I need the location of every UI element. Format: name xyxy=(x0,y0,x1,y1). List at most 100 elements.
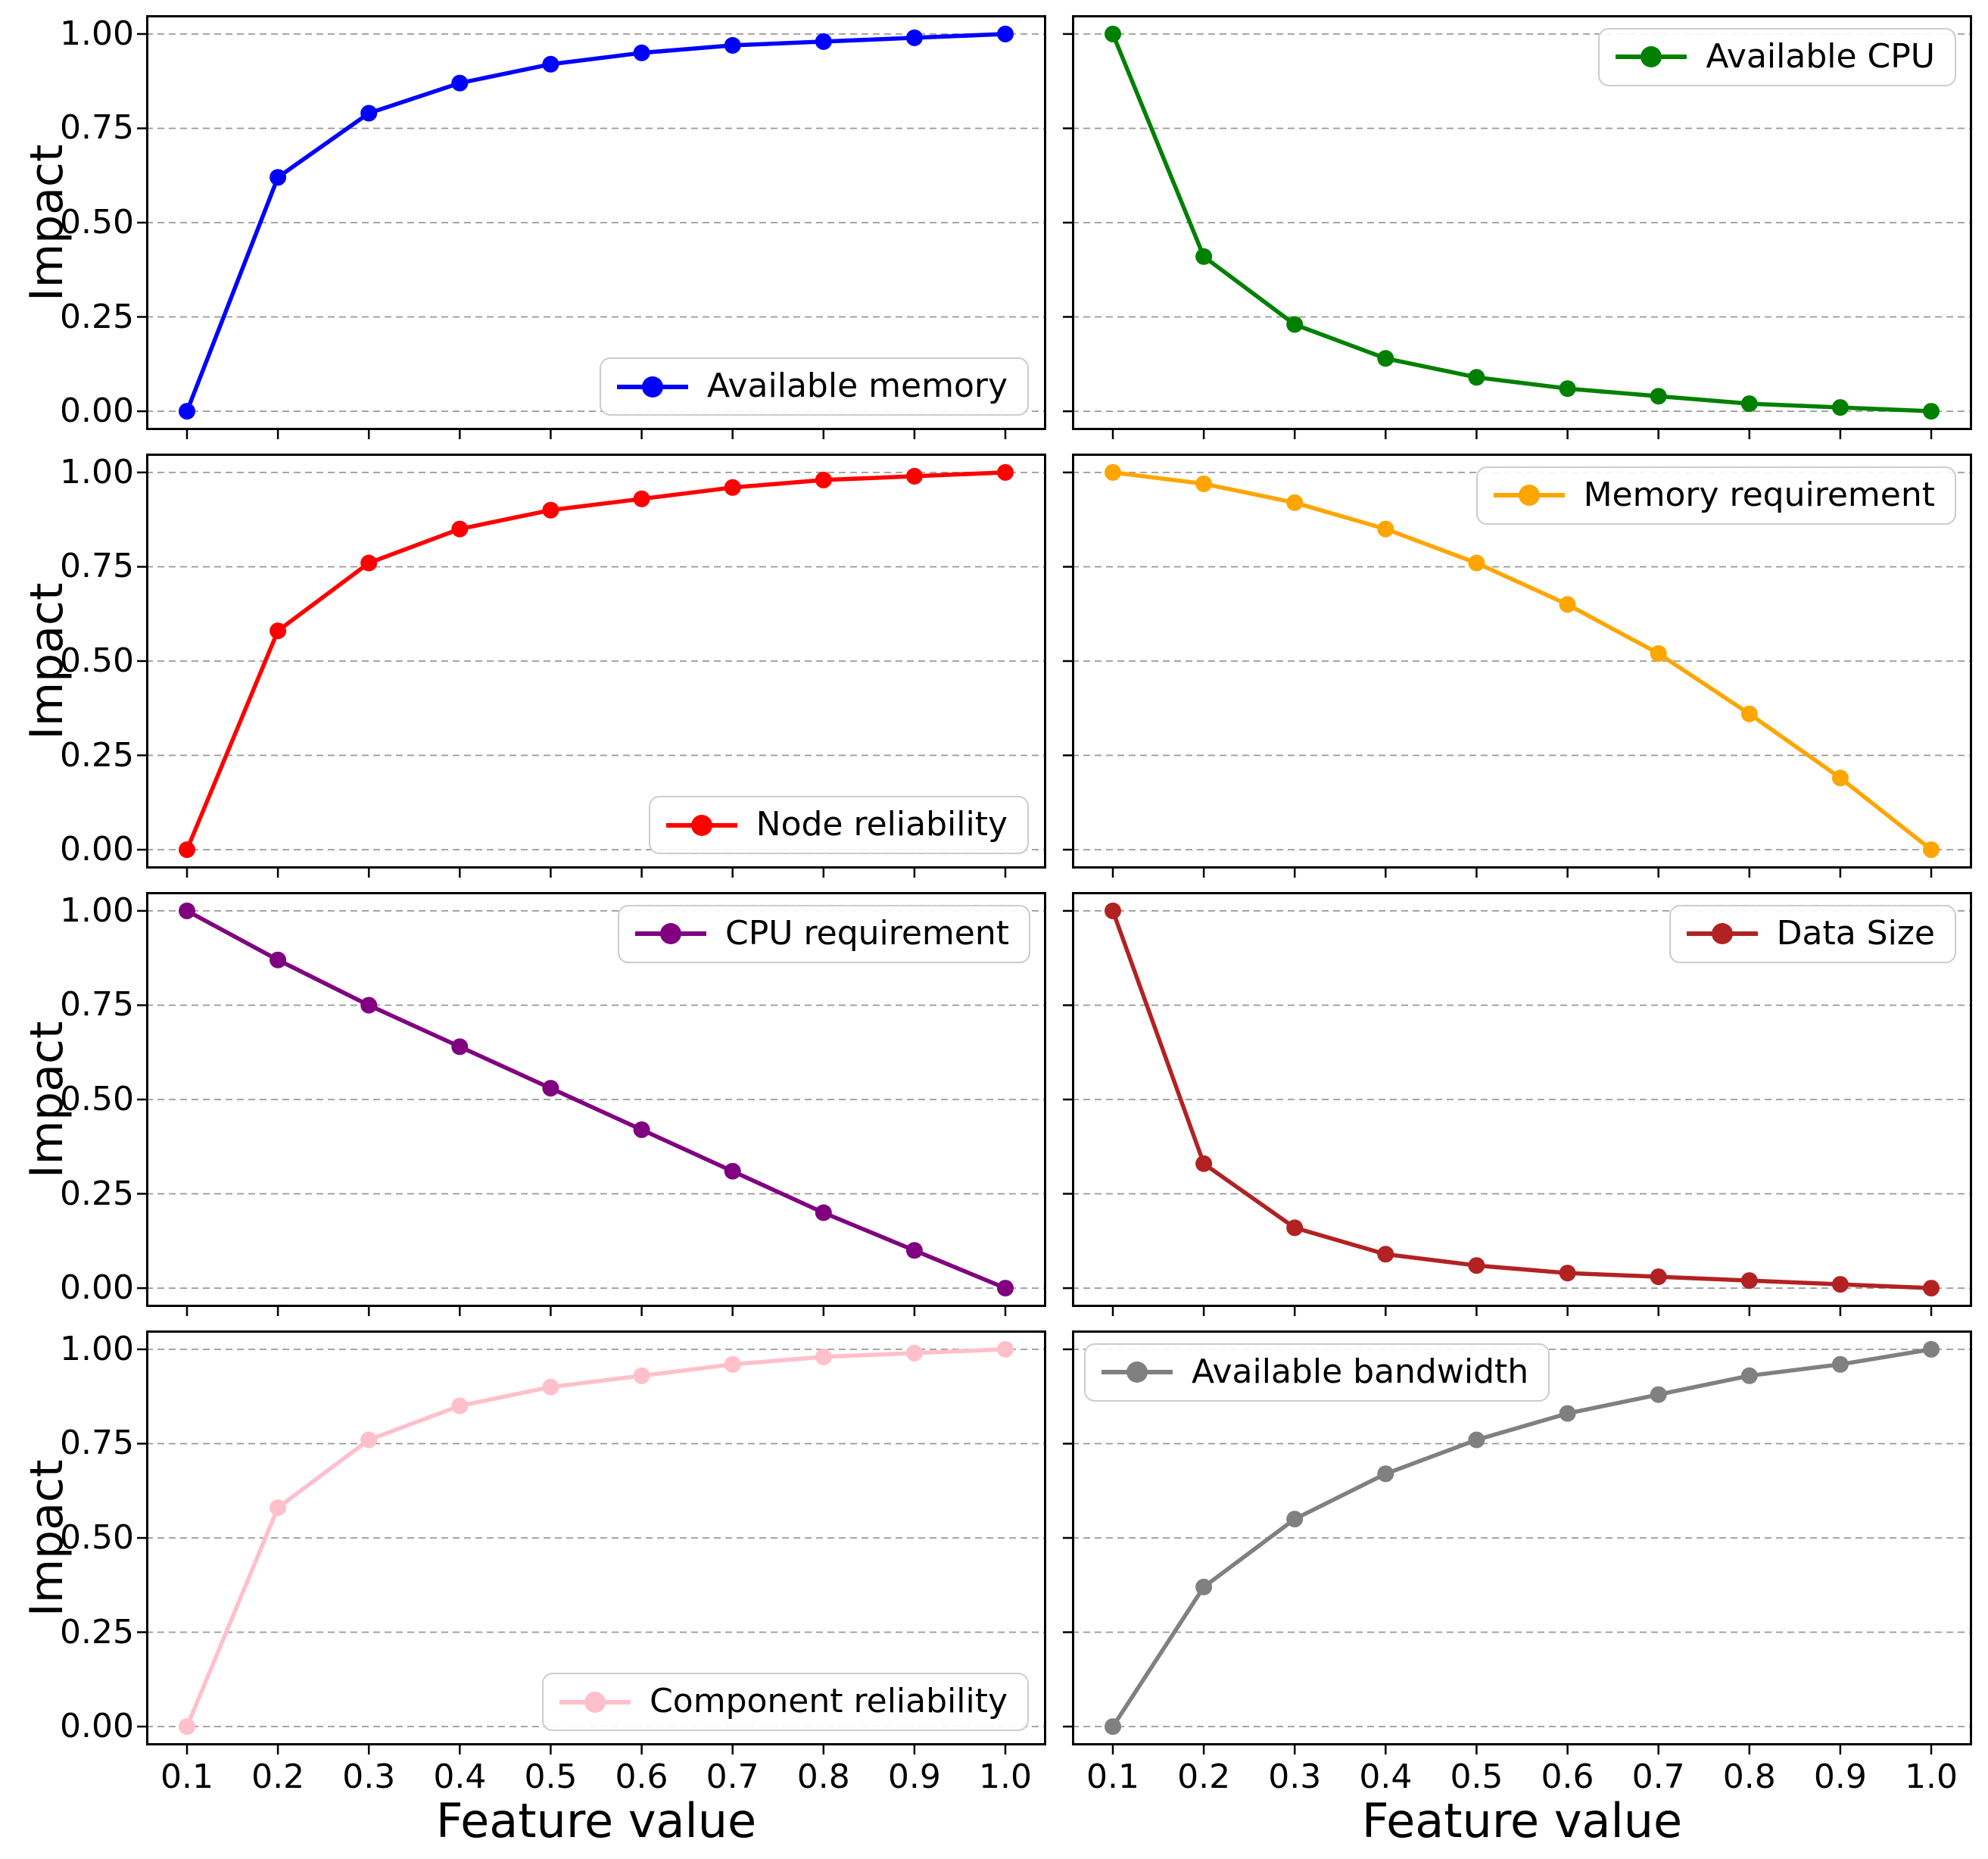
legend-label: Memory requirement xyxy=(1583,476,1935,514)
data-point-marker xyxy=(997,1340,1014,1358)
legend-label: Node reliability xyxy=(756,805,1008,844)
data-point-marker xyxy=(1650,1268,1667,1286)
data-point-marker xyxy=(724,1162,741,1180)
subplot-available-memory: Impact 0.00 0.25 0.50 0.75 1.00 Available me… xyxy=(20,15,1046,439)
data-point-marker xyxy=(724,479,741,496)
data-point-marker xyxy=(1468,1257,1485,1274)
data-point-marker xyxy=(1468,1431,1485,1449)
data-point-marker xyxy=(179,902,195,919)
legend-label: Data Size xyxy=(1776,914,1935,953)
data-point-marker xyxy=(905,467,923,485)
plot-border xyxy=(1072,15,1972,430)
data-point-marker xyxy=(451,520,469,538)
data-point-marker xyxy=(1377,1246,1394,1263)
data-point-marker xyxy=(815,471,832,488)
data-point-marker xyxy=(1740,1272,1758,1290)
x-axis-label-right: Feature value xyxy=(1361,1793,1683,1848)
data-point-marker xyxy=(815,1348,832,1365)
data-point-marker xyxy=(997,463,1014,481)
data-point-marker xyxy=(542,1378,559,1396)
data-point-marker xyxy=(451,1397,469,1415)
x-tick-label: 0.2 xyxy=(1177,1758,1231,1796)
legend-marker-icon xyxy=(1102,1361,1173,1383)
x-tick-label: 0.3 xyxy=(342,1758,396,1796)
legend-box: Data Size xyxy=(1669,905,1956,963)
data-point-marker xyxy=(1195,475,1213,492)
plot-area xyxy=(1063,892,1972,1316)
data-point-marker xyxy=(633,1121,650,1138)
data-point-marker xyxy=(1559,380,1576,398)
data-point-marker xyxy=(360,554,378,572)
x-tick-label: 0.3 xyxy=(1268,1758,1322,1796)
data-point-marker xyxy=(633,490,650,507)
legend-label: Available bandwidth xyxy=(1192,1352,1529,1391)
data-point-marker xyxy=(905,1242,923,1259)
data-point-marker xyxy=(451,1038,469,1056)
data-point-marker xyxy=(179,841,195,859)
data-point-marker xyxy=(1377,520,1394,538)
plot-border xyxy=(146,892,1046,1307)
series-line xyxy=(1111,909,1932,1290)
legend-box: CPU requirement xyxy=(618,905,1030,963)
series-line xyxy=(185,909,1007,1290)
data-point-marker xyxy=(1105,25,1121,42)
subplot-memory-requirement: Memory requirement xyxy=(1063,454,1972,878)
subplot-component-reliability: Impact 0.00 0.25 0.50 0.75 1.00 0.1 0.2 0.3 0.4… xyxy=(20,1330,1046,1794)
legend-box: Available memory xyxy=(600,357,1029,416)
data-point-marker xyxy=(1831,399,1849,416)
legend-box: Available bandwidth xyxy=(1084,1343,1550,1402)
data-point-marker xyxy=(1650,1386,1667,1403)
data-point-marker xyxy=(815,1204,832,1221)
data-point-marker xyxy=(451,74,469,92)
data-point-marker xyxy=(724,1355,741,1373)
legend-marker-icon xyxy=(1616,46,1687,68)
x-tick-label: 0.4 xyxy=(1359,1758,1413,1796)
plot-border xyxy=(1072,892,1972,1307)
data-point-marker xyxy=(1105,902,1121,919)
data-point-marker xyxy=(542,501,559,519)
x-tick-label: 0.4 xyxy=(433,1758,487,1796)
data-point-marker xyxy=(1650,645,1667,662)
data-point-marker xyxy=(997,25,1014,42)
plot-area xyxy=(137,1330,1046,1755)
data-point-marker xyxy=(1468,369,1485,386)
subplot-available-bandwidth: 0.1 0.2 0.3 0.4 0.5 0.6 0.7 0.8 0.9 1.0 Available… xyxy=(1063,1330,1972,1794)
x-tick-label: 0.6 xyxy=(615,1758,668,1796)
series-line xyxy=(185,32,1006,413)
data-point-marker xyxy=(1195,1155,1213,1172)
data-point-marker xyxy=(1650,388,1667,405)
data-point-marker xyxy=(179,1718,195,1736)
data-point-marker xyxy=(1377,350,1394,367)
legend-label: Available memory xyxy=(707,366,1008,406)
data-point-marker xyxy=(1831,1355,1849,1373)
data-point-marker xyxy=(1923,403,1940,420)
data-point-marker xyxy=(1195,248,1213,265)
data-point-marker xyxy=(1559,1265,1576,1282)
x-axis-label-left: Feature value xyxy=(435,1793,757,1848)
subplot-available-cpu: Available CPU xyxy=(1063,15,1972,439)
data-point-marker xyxy=(179,403,195,420)
legend-box: Node reliability xyxy=(648,796,1029,854)
x-tick-label: 0.6 xyxy=(1541,1758,1594,1796)
legend-box: Component reliability xyxy=(542,1673,1029,1731)
data-point-marker xyxy=(1923,1280,1940,1297)
data-point-marker xyxy=(270,951,287,968)
x-tick-label: 1.0 xyxy=(978,1758,1032,1796)
data-point-marker xyxy=(905,29,923,46)
data-point-marker xyxy=(542,1080,559,1097)
data-point-marker xyxy=(1831,1276,1849,1293)
plot-border xyxy=(1072,1330,1972,1745)
data-point-marker xyxy=(633,1367,650,1384)
data-point-marker xyxy=(1195,1578,1213,1595)
data-point-marker xyxy=(1831,769,1849,787)
legend-box: Memory requirement xyxy=(1475,466,1956,525)
data-point-marker xyxy=(1923,841,1940,859)
series-line xyxy=(1111,1347,1932,1728)
legend-marker-icon xyxy=(1686,923,1758,945)
legend-label: Component reliability xyxy=(650,1682,1008,1721)
legend-marker-icon xyxy=(1493,485,1565,507)
legend-label: Available CPU xyxy=(1706,37,1935,76)
plot-border xyxy=(146,15,1046,430)
data-point-marker xyxy=(724,36,741,54)
data-point-marker xyxy=(1468,554,1485,572)
